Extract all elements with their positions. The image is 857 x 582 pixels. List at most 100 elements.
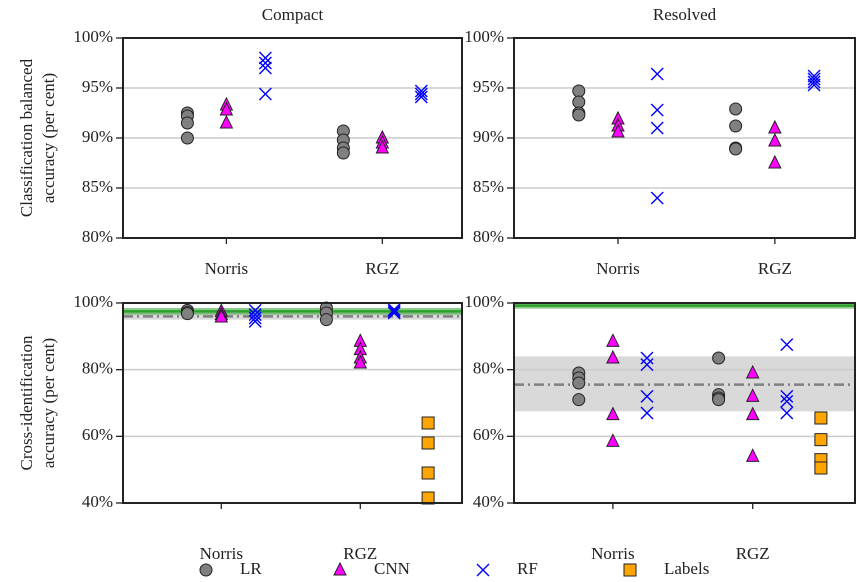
marker-rf [640,406,654,420]
x-tick-label: Norris [205,259,248,278]
marker-lr [180,307,194,321]
marker-lr [572,393,586,407]
marker-lr [572,95,586,109]
marker-lr [319,313,333,327]
marker-cnn [606,349,620,364]
x-tick-label: Norris [200,544,243,563]
marker-lr [729,102,743,116]
marker-lr [729,119,743,133]
x-tick-label: RGZ [343,544,377,563]
y-tick-label: 80% [473,359,504,378]
marker-rf [780,389,794,403]
marker-cnn [606,433,620,447]
marker-cnn [745,388,760,402]
y-tick-label: 100% [73,292,113,311]
axes-frame [513,302,856,504]
marker-lr [572,84,586,98]
y-axis-label-line: accuracy (per cent) [39,338,58,468]
marker-labels [814,461,828,475]
marker-rf [387,303,401,317]
marker-rf [414,90,428,104]
marker-lr [572,376,586,390]
x-tick-label: RGZ [736,544,770,563]
marker-lr [199,563,213,577]
marker-labels [421,466,435,480]
marker-cnn [745,364,760,379]
y-tick-label: 100% [73,27,113,46]
y-tick-label: 40% [82,492,113,511]
marker-cnn [375,139,390,154]
marker-labels [623,563,637,577]
marker-rf [807,75,821,89]
panel-title: Resolved [653,5,717,24]
marker-cnn [606,333,620,347]
marker-rf [650,121,664,135]
marker-labels [814,433,828,447]
x-tick-label: RGZ [365,259,399,278]
marker-rf [414,84,428,98]
y-tick-label: 80% [82,359,113,378]
marker-cnn [745,448,760,462]
marker-rf [387,306,401,320]
marker-cnn [353,354,368,369]
marker-rf [248,308,262,322]
marker-labels [421,436,435,450]
y-tick-label: 60% [473,425,504,444]
x-tick-label: Norris [596,259,639,278]
marker-lr [729,142,743,156]
marker-rf [780,338,794,352]
marker-cnn [606,406,620,421]
marker-rf [414,87,428,101]
marker-rf [258,51,272,65]
y-axis-label: Classification balanced accuracy (per cen… [17,58,58,217]
marker-rf [650,67,664,81]
y-tick-label: 80% [82,227,113,246]
marker-rf [248,311,262,325]
marker-rf [640,351,654,365]
y-tick-label: 100% [464,292,504,311]
legend-label: Labels [664,559,709,578]
marker-cnn [768,132,782,147]
x-tick-label: RGZ [758,259,792,278]
y-tick-label: 60% [82,425,113,444]
marker-rf [387,304,401,318]
legend-label: LR [240,559,262,578]
y-tick-label: 40% [473,492,504,511]
x-tick-label: Norris [591,544,634,563]
marker-rf [807,72,821,86]
marker-cnn [214,308,229,323]
marker-rf [258,87,272,101]
axes-frame [122,302,463,504]
axes-frame [513,37,856,239]
y-tick-label: 90% [473,127,504,146]
y-axis-label-line: Cross-identification [17,335,36,471]
marker-rf [640,389,654,403]
marker-rf [650,191,664,205]
marker-cnn [768,119,782,134]
y-axis-label-line: accuracy (per cent) [39,73,58,203]
y-tick-label: 90% [82,127,113,146]
legend-label: RF [517,559,538,578]
marker-cnn [768,154,782,169]
marker-rf [780,394,794,408]
marker-lr [180,131,194,145]
marker-rf [258,61,272,75]
marker-cnn [219,114,234,129]
marker-cnn [611,123,625,138]
y-axis-label: Cross-identification accuracy (per cent) [17,335,58,471]
marker-rf [258,56,272,70]
legend-label: CNN [374,559,410,578]
marker-lr [180,116,194,130]
y-axis-label-line: Classification balanced [17,58,36,217]
marker-rf [640,358,654,372]
marker-rf [807,69,821,83]
y-tick-label: 85% [473,177,504,196]
marker-rf [650,103,664,117]
marker-cnn [745,406,760,421]
y-tick-label: 100% [464,27,504,46]
marker-lr [712,351,726,365]
marker-rf [780,406,794,420]
y-tick-label: 95% [82,77,113,96]
marker-cnn [333,561,347,576]
